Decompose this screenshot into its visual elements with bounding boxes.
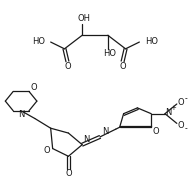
- Text: O: O: [31, 83, 37, 92]
- Text: N: N: [83, 135, 89, 144]
- Text: N: N: [18, 110, 24, 119]
- Text: O: O: [177, 98, 184, 107]
- Text: -: -: [184, 124, 187, 133]
- Text: O: O: [64, 62, 71, 71]
- Text: -: -: [184, 94, 187, 103]
- Text: +: +: [170, 105, 176, 111]
- Text: O: O: [177, 121, 184, 130]
- Text: HO: HO: [103, 49, 116, 58]
- Text: O: O: [153, 127, 159, 136]
- Text: HO: HO: [32, 37, 45, 46]
- Text: O: O: [65, 169, 72, 178]
- Text: N: N: [165, 108, 171, 117]
- Text: O: O: [119, 62, 126, 71]
- Text: HO: HO: [145, 37, 158, 46]
- Text: OH: OH: [78, 14, 91, 23]
- Text: O: O: [43, 146, 50, 155]
- Text: N: N: [102, 127, 108, 136]
